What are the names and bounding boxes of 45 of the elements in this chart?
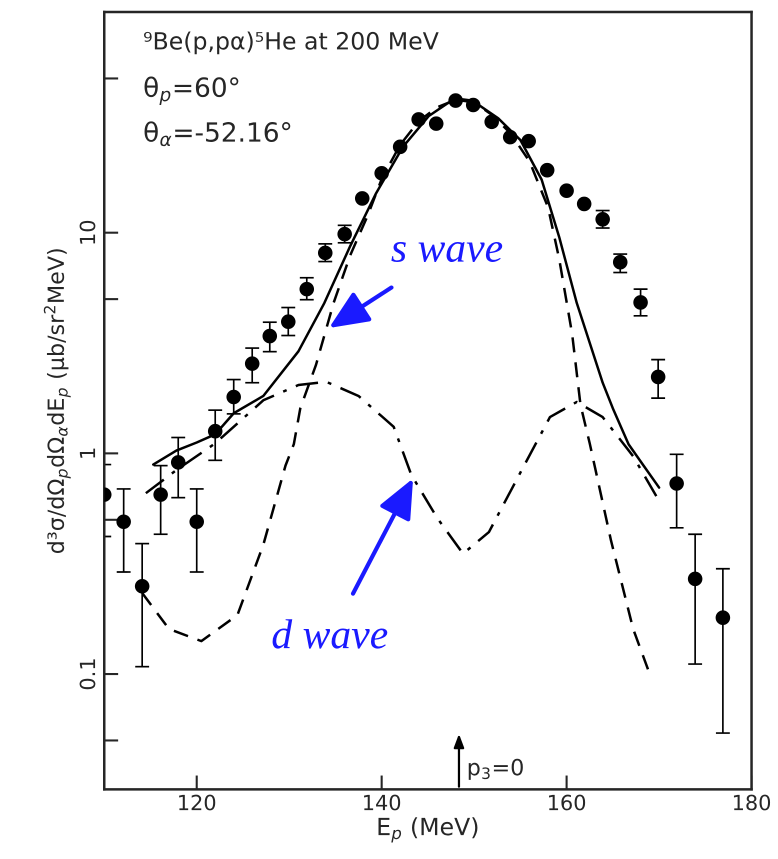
y-tick-label: 1	[80, 448, 96, 458]
point	[428, 116, 444, 131]
point	[502, 130, 518, 144]
point	[448, 93, 463, 108]
point	[170, 455, 186, 470]
x-tick-label: 180	[734, 794, 770, 810]
point	[669, 476, 684, 491]
point	[576, 196, 592, 212]
point	[411, 112, 426, 127]
annotation: θ$_{p}$=60°	[144, 76, 238, 105]
annotation: s wave	[391, 242, 502, 262]
point	[153, 487, 168, 502]
point	[559, 183, 574, 198]
point	[466, 98, 480, 112]
point	[189, 514, 204, 530]
point	[134, 578, 150, 594]
y-tick-label: 0.1	[80, 659, 96, 690]
point	[716, 610, 730, 625]
point	[116, 514, 131, 530]
annotation: p$_{3}$=0	[468, 758, 523, 780]
x-tick-label: 160	[549, 794, 586, 810]
point	[280, 314, 296, 329]
point	[484, 114, 499, 130]
x-axis-title: E$_{p}$ (MeV)	[378, 817, 478, 842]
point	[226, 390, 241, 404]
point	[262, 328, 278, 344]
point	[633, 295, 648, 310]
point	[244, 356, 260, 371]
point	[521, 134, 536, 148]
point	[540, 162, 554, 178]
point	[374, 166, 389, 181]
x-tick-label: 120	[179, 794, 216, 810]
annotation: d wave	[272, 619, 388, 649]
x-tick-label: 140	[364, 794, 400, 810]
point	[688, 572, 702, 586]
point	[612, 254, 628, 270]
point	[354, 191, 370, 206]
annotation: θ$_{α}$=-52.16°	[144, 121, 290, 146]
text: d³σ/dΩ$_{p}$dΩ$_{α}$dE$_{p}$ (μb/sr$^{2}$MeV)	[44, 249, 71, 554]
point	[208, 424, 222, 438]
annotation: ⁹Be(p,pα)⁵He at 200 MeV	[144, 31, 439, 54]
y-tick-label: 10	[80, 220, 96, 244]
point	[650, 370, 666, 384]
point	[299, 282, 314, 296]
point	[392, 140, 408, 154]
